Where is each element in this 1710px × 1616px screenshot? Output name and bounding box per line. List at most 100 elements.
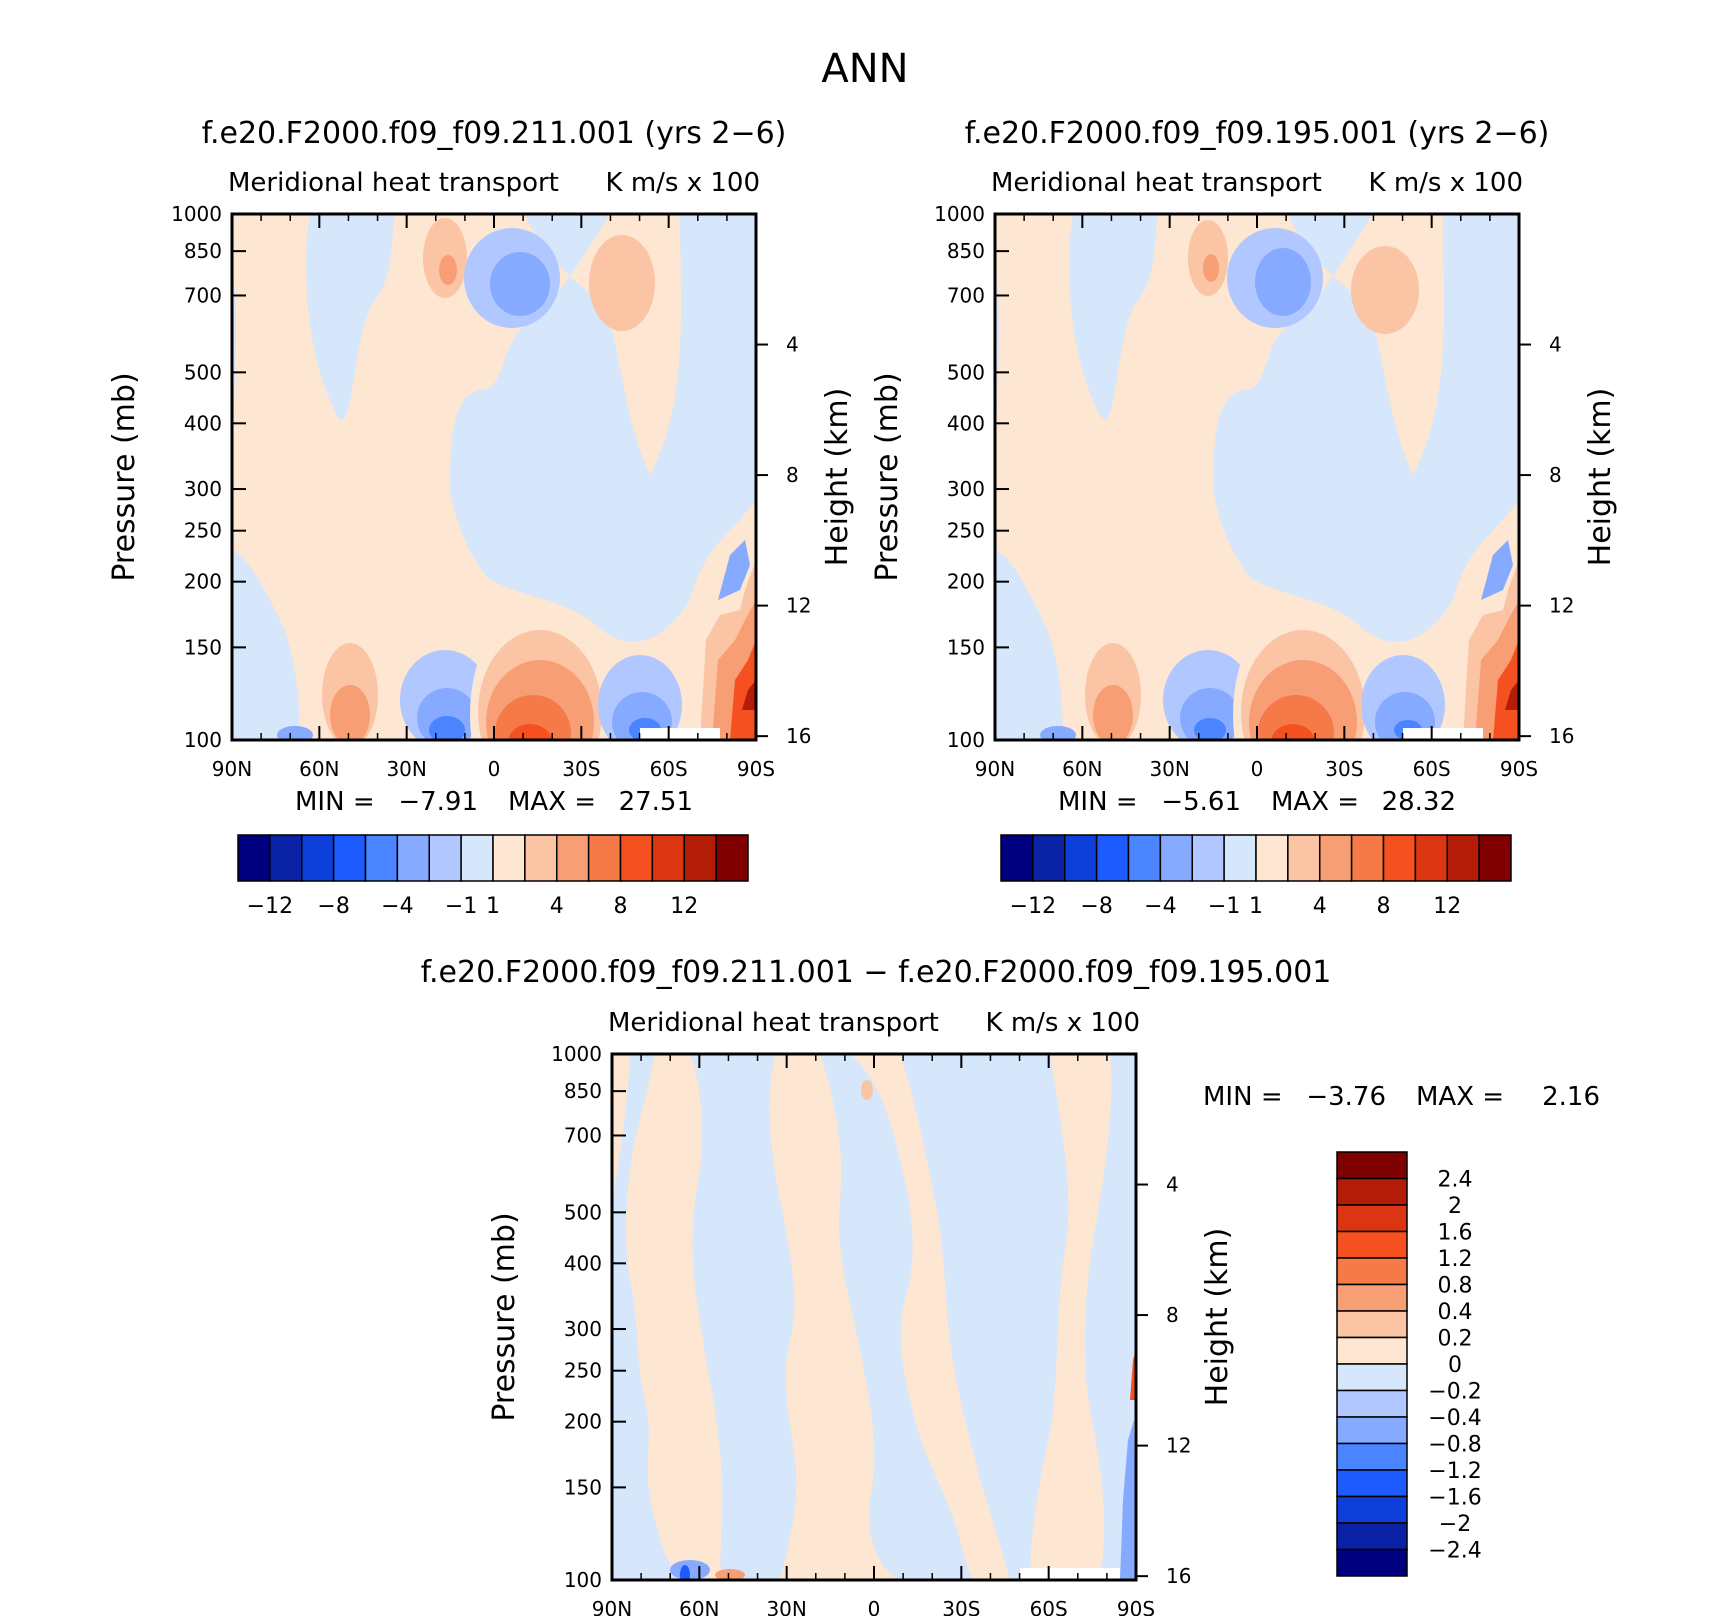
panel-1-min-value: −7.91 xyxy=(398,787,478,817)
colorbar-label: −4 xyxy=(1144,894,1176,919)
contour-region xyxy=(450,214,756,642)
colorbar-swatch xyxy=(1127,834,1162,882)
contour-blob xyxy=(1203,254,1219,282)
colorbar-swatch xyxy=(301,834,335,882)
colorbar-swatch xyxy=(1336,1522,1408,1551)
colorbar-label: 1 xyxy=(1249,894,1263,919)
missing-data-patch xyxy=(1020,1568,1120,1580)
colorbar-label: 4 xyxy=(550,894,564,919)
contour-region xyxy=(718,540,750,600)
panel-3-height-ticks: 16 12 8 4 xyxy=(1136,1173,1191,1588)
colorbar-swatch xyxy=(556,834,590,882)
colorbar-label: 1.2 xyxy=(1438,1247,1473,1272)
colorbar-swatch xyxy=(1336,1469,1408,1498)
contour-blob xyxy=(1351,246,1419,334)
y-tick-label: 1000 xyxy=(171,202,222,226)
x-tick-label: 30S xyxy=(942,1597,980,1616)
y-tick-label: 1000 xyxy=(934,202,985,226)
colorbar-swatch xyxy=(1382,834,1417,882)
colorbar-swatch xyxy=(1287,834,1321,882)
panel-3-plot-area: 90N 60N 30N 0 30S 60S 90S 100 150 200 250 300 400 50… xyxy=(551,1042,1191,1616)
height-tick-label: 8 xyxy=(1549,463,1562,487)
contour-blob xyxy=(439,255,457,285)
y-tick-label: 500 xyxy=(184,360,222,384)
x-tick-label: 90N xyxy=(212,757,252,781)
colorbar-swatch xyxy=(1414,834,1448,882)
height-tick-label: 16 xyxy=(1166,1564,1191,1588)
colorbar-label: 8 xyxy=(1377,894,1391,919)
y-tick-label: 250 xyxy=(564,1359,602,1383)
colorbar-swatch xyxy=(269,834,303,882)
contour-blob xyxy=(715,1569,745,1580)
y-tick-label: 250 xyxy=(184,519,222,543)
height-tick-label: 8 xyxy=(1166,1303,1179,1327)
panel-3-subtitle-left: Meridional heat transport xyxy=(608,1008,939,1038)
x-tick-label: 60N xyxy=(1062,757,1102,781)
colorbar-swatch xyxy=(1336,1283,1408,1312)
x-tick-label: 90S xyxy=(1500,757,1538,781)
panel-3-title: f.e20.F2000.f09_f09.211.001 − f.e20.F200… xyxy=(421,955,1332,990)
height-tick-label: 12 xyxy=(786,594,811,618)
colorbar-label: −8 xyxy=(317,894,349,919)
y-tick-label: 850 xyxy=(184,239,222,263)
y-tick-label: 500 xyxy=(947,360,985,384)
colorbar-swatch xyxy=(619,834,654,882)
colorbar-label: −2.4 xyxy=(1428,1539,1481,1564)
contour-region xyxy=(769,1054,900,1580)
panel-2-title: f.e20.F2000.f09_f09.195.001 (yrs 2−6) xyxy=(965,116,1550,151)
colorbar-label: 0 xyxy=(1448,1353,1462,1378)
contour-blob xyxy=(1194,718,1226,740)
y-tick-label: 300 xyxy=(947,477,985,501)
y-tick-label: 250 xyxy=(947,519,985,543)
y-tick-label: 100 xyxy=(184,728,222,752)
colorbar-swatch xyxy=(587,834,622,882)
colorbar-label: 0.4 xyxy=(1438,1300,1473,1325)
panel-1-min-label: MIN = xyxy=(295,787,375,817)
colorbar-label: 0.8 xyxy=(1438,1274,1473,1299)
colorbar-swatch xyxy=(1223,834,1257,882)
panel-1-plot-area: 90N 60N 30N 0 30S 60S 90S 100 150 200 250 300 400 50… xyxy=(171,202,811,781)
colorbar-swatch xyxy=(651,834,685,882)
height-tick-label: 16 xyxy=(786,724,811,748)
y-tick-label: 850 xyxy=(947,239,985,263)
colorbar-label: −1 xyxy=(1208,894,1240,919)
panel-3-max-value: 2.16 xyxy=(1542,1082,1600,1112)
colorbar-swatch xyxy=(1095,834,1130,882)
x-tick-label: 30N xyxy=(1149,757,1189,781)
x-tick-label: 60N xyxy=(679,1597,719,1616)
colorbar-swatch xyxy=(1336,1177,1408,1206)
colorbar-swatch xyxy=(1159,834,1193,882)
panel-2-max-value: 28.32 xyxy=(1382,787,1456,817)
contour-region xyxy=(625,1054,723,1580)
colorbar-label: −0.2 xyxy=(1428,1380,1481,1405)
panel-3-y-axis-label: Pressure (mb) xyxy=(487,1212,522,1421)
colorbar-label: −1.6 xyxy=(1428,1486,1481,1511)
x-tick-label: 60S xyxy=(650,757,688,781)
panel-3-y-ticks: 100 150 200 250 300 400 500 700 850 1000 xyxy=(551,1042,626,1592)
y-tick-label: 300 xyxy=(184,477,222,501)
page-title: ANN xyxy=(821,46,908,92)
panel-2-x-ticks: 90N 60N 30N 0 30S 60S 90S xyxy=(975,214,1538,781)
height-tick-label: 12 xyxy=(1549,594,1574,618)
colorbar-swatch xyxy=(1191,834,1225,882)
y-tick-label: 200 xyxy=(947,570,985,594)
colorbar-swatch xyxy=(1336,1442,1408,1471)
colorbar-swatch xyxy=(1478,834,1512,882)
colorbar-label: −1.2 xyxy=(1428,1459,1481,1484)
panel-3-colorbar: 2.421.61.20.80.40.20−0.2−0.4−0.8−1.2−1.6… xyxy=(1336,1151,1482,1577)
contour-blob xyxy=(277,726,313,740)
panel-1-title: f.e20.F2000.f09_f09.211.001 (yrs 2−6) xyxy=(202,116,787,151)
colorbar-swatch xyxy=(1032,834,1066,882)
colorbar-swatch xyxy=(1350,834,1385,882)
panel-2-contours xyxy=(995,214,1519,740)
colorbar-label: −8 xyxy=(1080,894,1112,919)
y-tick-label: 150 xyxy=(947,635,985,659)
x-tick-label: 90N xyxy=(975,757,1015,781)
x-tick-label: 0 xyxy=(868,1597,881,1616)
y-tick-label: 100 xyxy=(564,1568,602,1592)
y-tick-label: 400 xyxy=(564,1251,602,1275)
panel-1-max-label: MAX = xyxy=(508,787,596,817)
y-tick-label: 200 xyxy=(184,570,222,594)
x-tick-label: 30S xyxy=(1325,757,1363,781)
panel-2-colorbar: −12 −8 −4 −1 1 4 8 12 xyxy=(1000,834,1512,919)
